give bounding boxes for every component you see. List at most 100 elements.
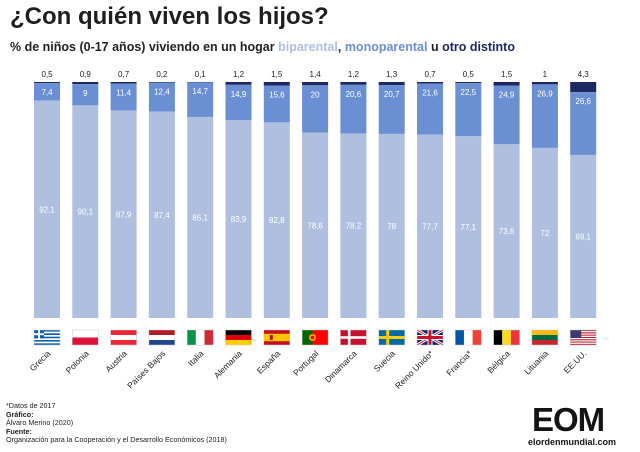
x-tick-label: EE.UU. <box>562 348 589 375</box>
bar-segment-biparental <box>187 116 214 319</box>
subtitle-prefix: % de niños (0-17 años) viviendo en un ho… <box>10 40 279 54</box>
bar-segment-biparental <box>110 110 137 318</box>
data-label-otro: 1,5 <box>501 70 513 79</box>
data-label-otro: 0,9 <box>80 70 92 79</box>
bar-segment-biparental <box>302 132 329 318</box>
x-tick-label: Dinamarca <box>323 348 359 384</box>
data-label-monoparental: 11,4 <box>116 89 132 98</box>
x-tick-label: Francia* <box>444 348 474 378</box>
bar-segment-monoparental <box>570 92 597 155</box>
bar-segment-monoparental <box>417 83 443 135</box>
flag-spain-icon <box>263 329 291 346</box>
data-label-otro: 0,5 <box>463 70 475 79</box>
bar-segment-otro <box>263 82 290 86</box>
data-label-otro: 4,3 <box>578 70 590 79</box>
bar-segment-otro <box>110 82 137 84</box>
x-tick-label: Suecia <box>372 348 398 374</box>
flag-usa-icon <box>569 329 597 346</box>
legend-otro-distinto: otro distinto <box>442 40 515 54</box>
flag-poland-icon <box>72 329 99 346</box>
data-label-otro: 1,2 <box>233 70 245 79</box>
legend-monoparental: monoparental <box>344 40 428 54</box>
chart-title: ¿Con quién viven los hijos? <box>10 3 329 30</box>
bar-segment-otro <box>570 82 597 93</box>
flag-denmark-icon <box>340 329 367 346</box>
logo-url: elordenmundial.com <box>528 437 617 447</box>
data-label-otro: 1 <box>543 70 548 79</box>
subtitle-sep-2: u <box>427 40 443 54</box>
bar-segment-biparental <box>570 154 597 318</box>
chart-subtitle: % de niños (0-17 años) viviendo en un ho… <box>10 40 515 54</box>
bar-segment-biparental <box>455 136 482 318</box>
flag-germany-icon <box>225 329 252 346</box>
data-label-monoparental: 14,7 <box>192 87 208 96</box>
data-label-otro: 1,3 <box>386 70 398 79</box>
fuente-label: Fuente: <box>6 426 32 436</box>
bar-segment-monoparental <box>225 84 252 120</box>
x-tick-label: Alemania <box>212 348 244 380</box>
bar-segment-otro <box>302 82 329 86</box>
data-label-biparental: 92,1 <box>39 205 55 214</box>
bar-segment-monoparental <box>34 83 60 101</box>
bar-segment-biparental <box>225 119 252 318</box>
data-label-monoparental: 20,7 <box>384 90 400 99</box>
data-label-otro: 1,2 <box>348 70 360 79</box>
bar-segment-otro <box>493 82 520 86</box>
flag-austria-icon <box>110 329 137 346</box>
bar-segment-otro <box>378 82 405 86</box>
bar-segment-monoparental <box>378 85 405 134</box>
data-label-otro: 0,7 <box>424 70 436 79</box>
data-label-monoparental: 14,9 <box>231 90 247 99</box>
bar-segment-monoparental <box>302 85 329 133</box>
data-label-monoparental: 9 <box>83 89 88 98</box>
x-tick-label: Italia <box>186 348 206 368</box>
data-label-biparental: 77,7 <box>422 222 438 231</box>
bar-segment-biparental <box>493 144 520 318</box>
data-label-biparental: 72 <box>540 229 549 238</box>
data-label-monoparental: 20 <box>311 90 320 99</box>
x-tick-label: Bélgica <box>485 348 512 375</box>
data-label-biparental: 73,6 <box>499 227 515 236</box>
data-label-monoparental: 26,9 <box>537 89 553 98</box>
data-label-biparental: 85,1 <box>192 213 208 222</box>
data-label-monoparental: 26,6 <box>575 97 591 106</box>
bar-segment-monoparental <box>263 85 290 123</box>
data-label-biparental: 78,6 <box>307 221 323 230</box>
data-label-monoparental: 22,5 <box>461 88 477 97</box>
data-label-monoparental: 15,6 <box>269 91 285 100</box>
bar-segment-biparental <box>34 100 60 318</box>
data-label-monoparental: 21,6 <box>422 89 438 98</box>
flag-portugal-icon <box>301 329 329 346</box>
data-label-monoparental: 20,6 <box>346 90 362 99</box>
data-label-otro: 0,5 <box>41 70 53 79</box>
bar-segment-biparental <box>148 111 175 319</box>
data-label-biparental: 77,1 <box>461 223 477 232</box>
bar-segment-biparental <box>531 147 558 318</box>
x-tick-label: Polonia <box>64 348 91 375</box>
flag-uk-icon <box>416 328 444 347</box>
data-label-biparental: 82,8 <box>269 216 285 225</box>
data-label-biparental: 69,1 <box>575 232 591 241</box>
data-label-otro: 0,2 <box>156 70 168 79</box>
bar-segment-monoparental <box>72 84 99 106</box>
flag-italy-icon <box>186 329 214 346</box>
eom-logo: EOM elordenmundial.com <box>528 403 634 449</box>
data-label-biparental: 83,9 <box>231 215 247 224</box>
bar-segment-otro <box>417 82 443 84</box>
x-tick-label: Países Bajos <box>125 348 167 390</box>
data-label-biparental: 87,9 <box>116 210 132 219</box>
bar-segment-otro <box>455 82 482 84</box>
bar-segment-otro <box>34 82 60 84</box>
flag-france-icon <box>455 329 482 346</box>
flag-lithuania-icon <box>531 329 559 346</box>
x-tick-label: Reino Unido* <box>393 348 436 391</box>
flag-belgium-icon <box>493 329 520 346</box>
data-label-biparental: 78,2 <box>346 222 362 231</box>
bar-segment-otro <box>72 82 99 85</box>
flag-greece-icon <box>33 329 61 346</box>
bar-segment-monoparental <box>110 83 137 111</box>
bar-segment-biparental <box>72 105 99 318</box>
logo-mark: EOM <box>532 401 605 438</box>
bar-segment-otro <box>148 82 175 83</box>
